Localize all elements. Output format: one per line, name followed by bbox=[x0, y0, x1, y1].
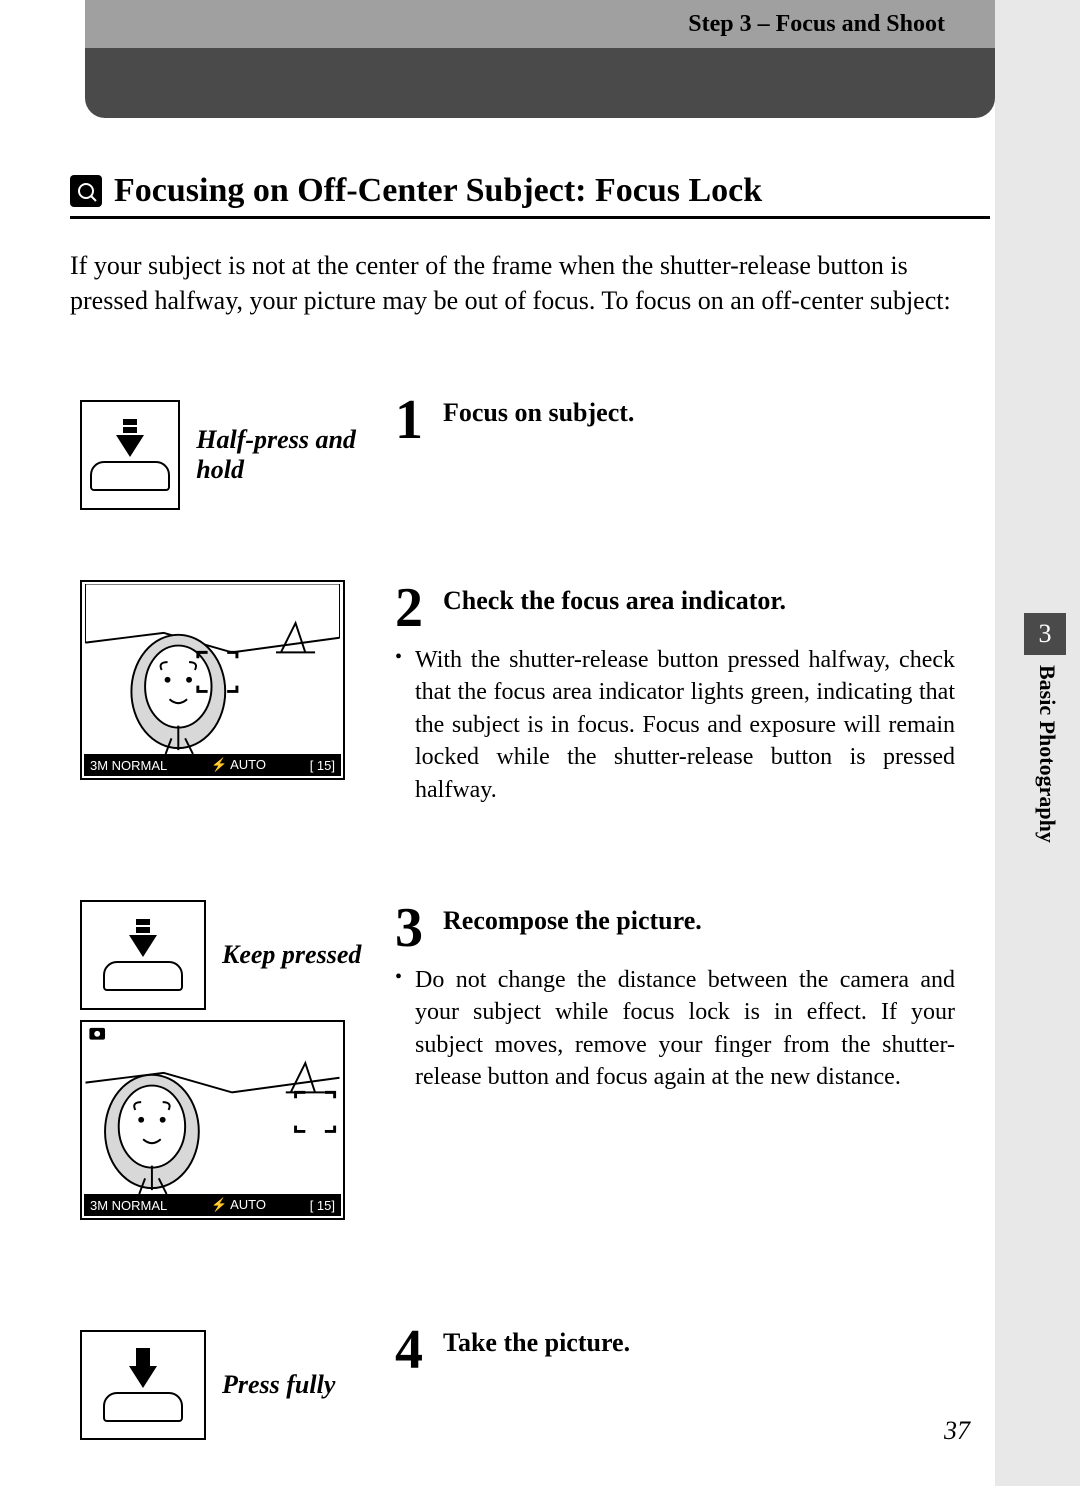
keep-pressed-illustration bbox=[80, 900, 206, 1010]
step3-title: Recompose the picture. bbox=[443, 906, 702, 936]
half-press-illustration bbox=[80, 400, 180, 510]
step4-title: Take the picture. bbox=[443, 1328, 630, 1358]
lcd-screen-centered: 3M NORMAL ⚡ AUTO [ 15] bbox=[80, 580, 345, 780]
step3-body: Do not change the distance between the c… bbox=[415, 964, 955, 1094]
page-number: 37 bbox=[944, 1416, 970, 1446]
step1-caption: Half-press and hold bbox=[196, 425, 365, 485]
bullet-icon: • bbox=[395, 964, 415, 1094]
step4-text: 4 Take the picture. bbox=[395, 1322, 955, 1378]
lcd-remaining: [ 15] bbox=[310, 758, 335, 773]
step3-caption: Keep pressed bbox=[222, 940, 361, 970]
macro-mode-icon bbox=[70, 175, 102, 207]
header-step-title: Step 3 – Focus and Shoot bbox=[85, 0, 995, 48]
step4-caption: Press fully bbox=[222, 1370, 335, 1400]
step2-number: 2 bbox=[395, 580, 439, 636]
chapter-tab-label: Basic Photography bbox=[1034, 665, 1060, 843]
lcd-screen-recomposed: 3M NORMAL ⚡ AUTO [ 15] bbox=[80, 1020, 345, 1220]
intro-paragraph: If your subject is not at the center of … bbox=[70, 248, 990, 318]
section-title: Focusing on Off-Center Subject: Focus Lo… bbox=[114, 172, 762, 210]
step3-illustration-group: Keep pressed 3M NORMAL ⚡ AUTO [ 15] bbox=[80, 900, 365, 1220]
step2-title: Check the focus area indicator. bbox=[443, 586, 786, 616]
press-fully-illustration bbox=[80, 1330, 206, 1440]
lcd-status-bar: 3M NORMAL ⚡ AUTO [ 15] bbox=[84, 754, 341, 776]
step3-number: 3 bbox=[395, 900, 439, 956]
lcd-quality: 3M NORMAL bbox=[90, 758, 167, 773]
lcd-flash-2: ⚡ AUTO bbox=[211, 1197, 266, 1213]
step4-number: 4 bbox=[395, 1322, 439, 1378]
chapter-tab-number: 3 bbox=[1024, 613, 1066, 655]
step4-illustration-group: Press fully bbox=[80, 1330, 365, 1440]
lcd-status-bar-2: 3M NORMAL ⚡ AUTO [ 15] bbox=[84, 1194, 341, 1216]
step2-illustration-group: 3M NORMAL ⚡ AUTO [ 15] bbox=[80, 580, 365, 780]
lcd-quality-2: 3M NORMAL bbox=[90, 1198, 167, 1213]
bullet-icon: • bbox=[395, 644, 415, 806]
step2-text: 2 Check the focus area indicator. • With… bbox=[395, 580, 955, 806]
step1-illustration-group: Half-press and hold bbox=[80, 400, 365, 510]
step2-body: With the shutter-release button pressed … bbox=[415, 644, 955, 806]
step1-number: 1 bbox=[395, 392, 439, 448]
section-title-row: Focusing on Off-Center Subject: Focus Lo… bbox=[70, 172, 990, 219]
lcd-remaining-2: [ 15] bbox=[310, 1198, 335, 1213]
lcd-flash: ⚡ AUTO bbox=[211, 757, 266, 773]
step1-title: Focus on subject. bbox=[443, 398, 634, 428]
step3-text: 3 Recompose the picture. • Do not change… bbox=[395, 900, 955, 1094]
step1-text: 1 Focus on subject. bbox=[395, 392, 955, 448]
